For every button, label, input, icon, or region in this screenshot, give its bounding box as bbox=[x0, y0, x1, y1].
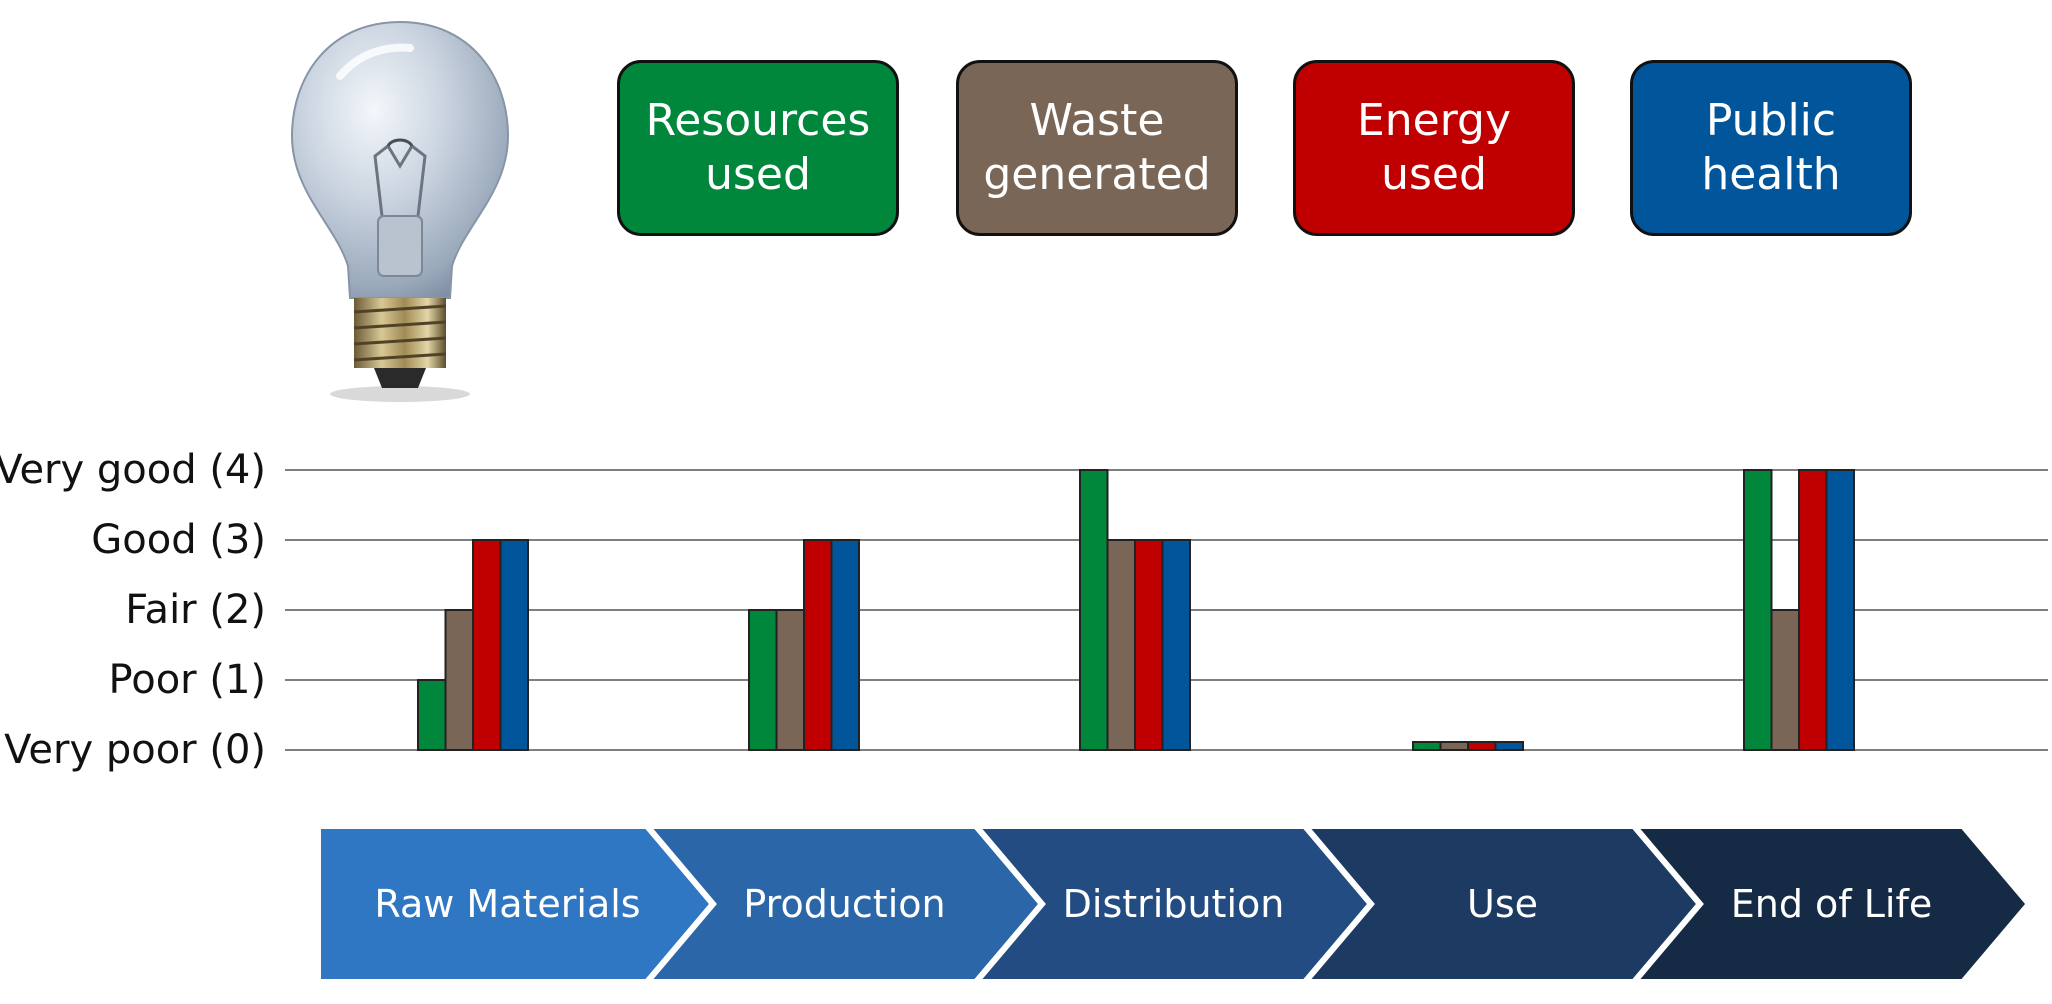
bar-energy bbox=[803, 539, 833, 751]
bar-health bbox=[1161, 539, 1191, 751]
bar-health bbox=[830, 539, 860, 751]
y-tick-label: Very poor (0) bbox=[4, 727, 266, 773]
bar-resources bbox=[1412, 741, 1442, 751]
legend-waste-generated: Waste generated bbox=[956, 60, 1238, 236]
y-tick-label: Fair (2) bbox=[125, 587, 266, 633]
stage-label: Use bbox=[1467, 882, 1538, 926]
bar-resources bbox=[1079, 469, 1109, 751]
y-tick-label: Good (3) bbox=[91, 517, 266, 563]
bar-health bbox=[1494, 741, 1524, 751]
y-tick-label: Poor (1) bbox=[109, 657, 266, 703]
legend-resources-used: Resources used bbox=[617, 60, 899, 236]
bar-waste bbox=[1770, 609, 1800, 751]
bar-waste bbox=[1439, 741, 1469, 751]
bar-energy bbox=[1134, 539, 1164, 751]
bar-health bbox=[499, 539, 529, 751]
y-axis-labels: Very good (4) Good (3) Fair (2) Poor (1) Ver… bbox=[0, 447, 266, 773]
bar-resources bbox=[1743, 469, 1773, 751]
bar-chart: Very good (4) Good (3) Fair (2) Poor (1) Ver… bbox=[0, 447, 2048, 773]
bar-waste bbox=[444, 609, 474, 751]
bar-energy bbox=[1467, 741, 1497, 751]
bar-health bbox=[1825, 469, 1855, 751]
legend-energy-used: Energy used bbox=[1293, 60, 1575, 236]
y-tick-label: Very good (4) bbox=[0, 447, 266, 493]
bar-resources bbox=[748, 609, 778, 751]
bar-waste bbox=[775, 609, 805, 751]
bar-resources bbox=[417, 679, 447, 751]
bar-group bbox=[417, 539, 529, 751]
life-cycle-stages: Raw Materials Production Distribution Use En… bbox=[315, 823, 2033, 985]
bar-group bbox=[1079, 469, 1191, 751]
stage-chevron bbox=[1627, 823, 2033, 985]
bar-group bbox=[1743, 469, 1855, 751]
stage-label: Production bbox=[743, 882, 945, 926]
bars bbox=[417, 469, 1855, 751]
bar-energy bbox=[472, 539, 502, 751]
light-bulb-image bbox=[290, 20, 510, 402]
bar-group bbox=[1412, 741, 1524, 751]
bar-waste bbox=[1106, 539, 1136, 751]
legend-public-health: Public health bbox=[1630, 60, 1912, 236]
stage-label: Distribution bbox=[1063, 882, 1285, 926]
stage-label: Raw Materials bbox=[374, 882, 640, 926]
bar-group bbox=[748, 539, 860, 751]
bar-energy bbox=[1798, 469, 1828, 751]
stage-label: End of Life bbox=[1731, 882, 1933, 926]
